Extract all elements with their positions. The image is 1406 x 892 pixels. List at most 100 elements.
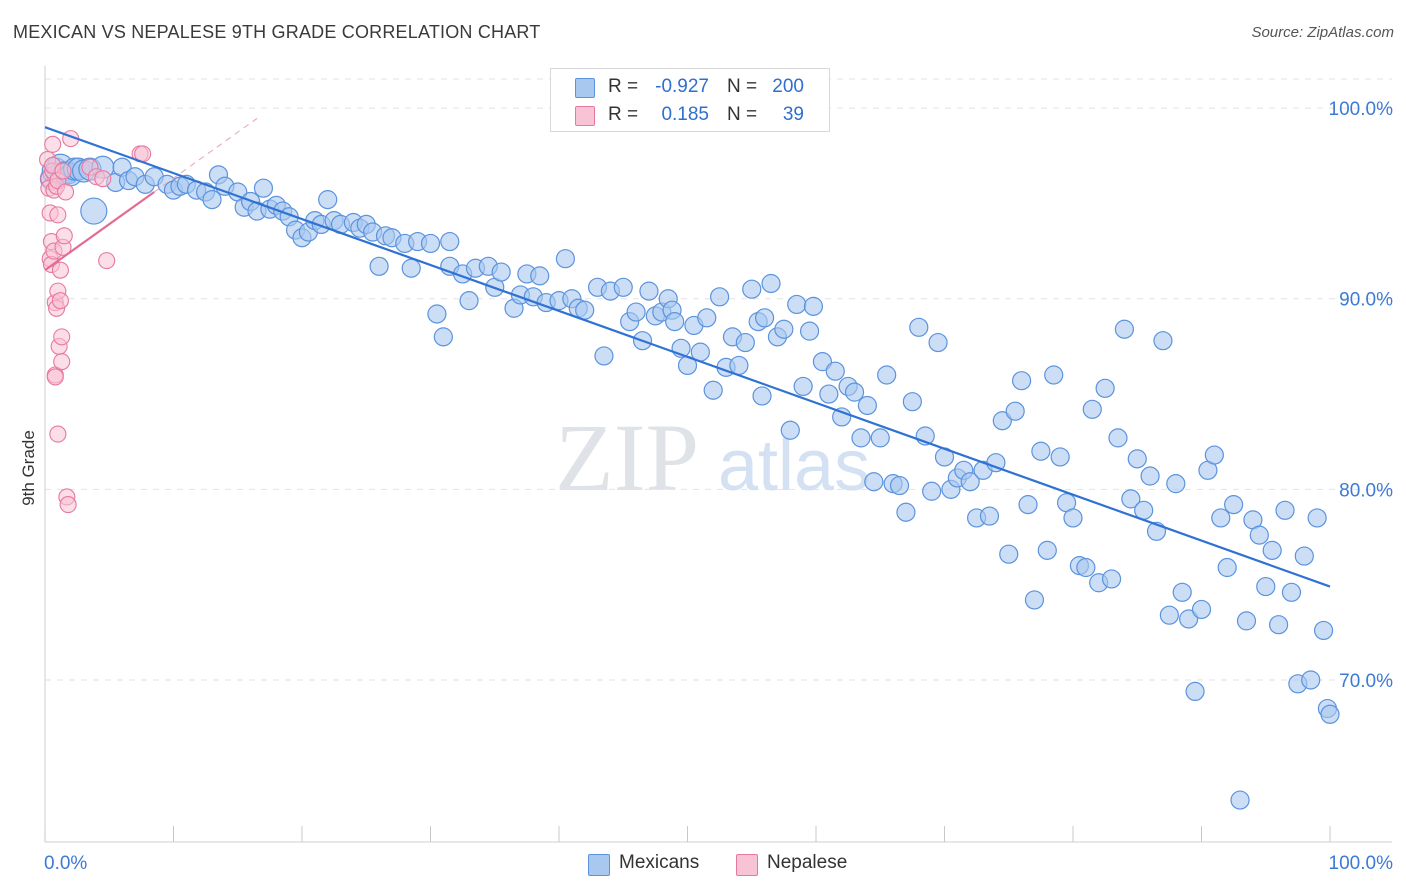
- data-point-nepalese: [44, 135, 62, 153]
- data-point-mexicans: [1159, 605, 1179, 625]
- data-point-mexicans: [825, 361, 845, 381]
- data-point-mexicans: [1153, 331, 1173, 351]
- legend-r-label: R =: [608, 76, 639, 97]
- data-point-mexicans: [575, 300, 595, 320]
- y-tick-label: 100.0%: [1329, 99, 1394, 120]
- y-tick-label: 70.0%: [1339, 671, 1393, 692]
- correlation-legend: R = -0.927 N = 200 R = 0.185 N = 39: [550, 68, 830, 132]
- data-point-mexicans: [803, 296, 824, 316]
- data-point-mexicans: [1268, 615, 1289, 635]
- data-point-mexicans: [459, 291, 479, 311]
- data-point-mexicans: [1037, 540, 1057, 560]
- data-point-mexicans: [761, 273, 781, 294]
- data-point-mexicans: [1179, 609, 1199, 629]
- legend-r-value: 0.185: [661, 104, 709, 125]
- data-point-nepalese: [94, 170, 112, 188]
- x-tick-label-start: 0.0%: [44, 853, 87, 874]
- legend-n-value: 200: [772, 76, 804, 97]
- data-point-mexicans: [1307, 508, 1327, 528]
- data-point-mexicans: [1082, 399, 1102, 419]
- data-point-nepalese: [53, 328, 71, 346]
- data-point-nepalese: [98, 252, 116, 270]
- data-point-mexicans: [1024, 590, 1045, 610]
- data-point-mexicans: [440, 231, 460, 252]
- series-label-nepalese: Nepalese: [767, 852, 848, 873]
- legend-swatch-mexicans: [575, 78, 595, 98]
- series-label-mexicans: Mexicans: [619, 852, 700, 873]
- legend-r-label: R =: [608, 104, 639, 125]
- data-point-mexicans: [799, 321, 820, 341]
- data-point-mexicans: [253, 178, 274, 198]
- trend-lines: [44, 118, 1331, 588]
- data-point-mexicans: [960, 472, 980, 492]
- data-point-mexicans: [1011, 371, 1032, 391]
- data-point-mexicans: [1005, 401, 1025, 421]
- data-point-mexicans: [844, 382, 865, 402]
- data-point-mexicans: [1121, 489, 1141, 509]
- data-point-mexicans: [1095, 378, 1115, 398]
- data-point-mexicans: [1204, 445, 1224, 465]
- data-point-mexicans: [780, 420, 800, 440]
- data-point-mexicans: [979, 506, 1000, 526]
- data-point-mexicans: [80, 197, 108, 225]
- trend-line-mexicans: [44, 126, 1331, 588]
- data-point-mexicans: [1275, 500, 1295, 520]
- data-point-nepalese: [55, 227, 73, 245]
- data-point-mexicans: [1185, 681, 1205, 702]
- x-tick-label-end: 100.0%: [1329, 853, 1394, 874]
- data-point-mexicans: [1101, 569, 1122, 589]
- data-point-mexicans: [401, 258, 421, 278]
- data-point-mexicans: [729, 355, 749, 376]
- data-point-nepalese: [57, 183, 75, 201]
- data-point-mexicans: [774, 319, 794, 339]
- data-point-mexicans: [1050, 447, 1070, 467]
- data-point-nepalese: [53, 353, 71, 371]
- data-point-mexicans: [639, 281, 659, 301]
- legend-n-label: N =: [727, 104, 758, 125]
- data-point-mexicans: [1224, 495, 1244, 515]
- data-point-mexicans: [1140, 466, 1160, 486]
- series-swatch-nepalese: [736, 854, 758, 876]
- nepalese-points: [39, 130, 152, 514]
- data-point-mexicans: [1044, 365, 1064, 385]
- data-point-mexicans: [896, 502, 916, 522]
- data-point-mexicans: [1127, 449, 1147, 469]
- data-point-mexicans: [1236, 611, 1257, 631]
- data-point-mexicans: [202, 190, 222, 210]
- data-point-mexicans: [1018, 495, 1038, 515]
- axes: [44, 66, 1392, 843]
- data-point-mexicans: [1063, 508, 1083, 528]
- data-point-mexicans: [986, 453, 1006, 473]
- data-point-mexicans: [1217, 557, 1237, 578]
- legend-row-mexicans: R = -0.927 N = 200: [551, 73, 829, 101]
- data-point-mexicans: [1256, 576, 1276, 597]
- data-point-mexicans: [1031, 441, 1051, 461]
- data-point-mexicans: [909, 317, 929, 337]
- data-point-mexicans: [928, 332, 948, 353]
- legend-row-nepalese: R = 0.185 N = 39: [551, 101, 829, 129]
- data-point-mexicans: [318, 190, 338, 210]
- chart-title: MEXICAN VS NEPALESE 9TH GRADE CORRELATIO…: [13, 22, 541, 42]
- legend-swatch-nepalese: [575, 106, 595, 126]
- data-point-mexicans: [613, 277, 633, 297]
- data-point-mexicans: [864, 472, 884, 492]
- data-point-mexicans: [1172, 582, 1192, 602]
- y-tick-label: 80.0%: [1339, 480, 1393, 501]
- data-point-mexicans: [1108, 428, 1128, 448]
- data-point-mexicans: [870, 428, 890, 448]
- watermark-atlas: atlas: [718, 426, 870, 506]
- data-point-mexicans: [1281, 582, 1302, 602]
- data-point-mexicans: [1230, 790, 1250, 810]
- data-point-nepalese: [49, 206, 67, 224]
- data-point-mexicans: [832, 407, 852, 427]
- data-point-mexicans: [1320, 704, 1340, 724]
- watermark: ZIP atlas: [555, 404, 870, 511]
- data-point-mexicans: [735, 332, 755, 353]
- source-credit: Source: ZipAtlas.com: [1251, 24, 1394, 41]
- data-point-mexicans: [1191, 599, 1212, 620]
- data-point-mexicans: [1294, 546, 1314, 566]
- data-point-mexicans: [1262, 540, 1282, 560]
- data-point-nepalese: [54, 162, 72, 180]
- data-point-mexicans: [819, 384, 839, 404]
